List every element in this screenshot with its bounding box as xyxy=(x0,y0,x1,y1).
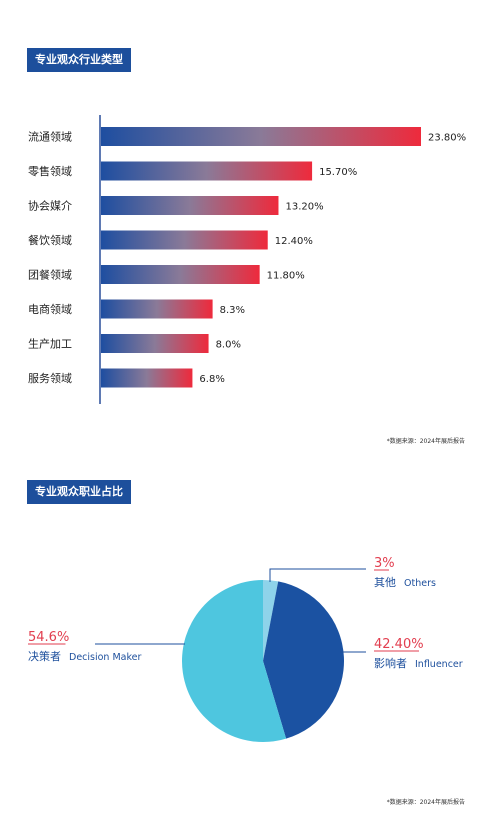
pie-slice xyxy=(182,580,287,742)
industry-section-title: 专业观众行业类型 xyxy=(27,48,131,72)
bar-category-label: 餐饮领域 xyxy=(28,233,72,247)
bar-value-label: 15.70% xyxy=(319,167,357,178)
bar xyxy=(101,265,260,284)
occupation-section-title: 专业观众职业占比 xyxy=(27,480,131,504)
pie-leader-line xyxy=(269,568,366,582)
bar xyxy=(101,127,421,146)
bar xyxy=(101,368,193,388)
bar-category-label: 协会媒介 xyxy=(28,199,72,213)
bar-value-label: 13.20% xyxy=(285,202,323,213)
bar xyxy=(101,334,209,353)
pie-category-label-en: Decision Maker xyxy=(69,652,141,663)
bar-category-label: 电商领域 xyxy=(28,302,72,316)
bar-value-label: 12.40% xyxy=(275,236,313,247)
pie-category-label-en: Others xyxy=(404,578,436,589)
bar-category-label: 流通领域 xyxy=(28,130,72,144)
pie-category-label: 决策者 xyxy=(28,649,61,663)
bar-value-label: 23.80% xyxy=(428,133,466,144)
bar-category-label: 团餐领域 xyxy=(28,268,72,282)
pie-slice xyxy=(263,580,279,661)
bar xyxy=(101,230,268,250)
industry-bar-chart: 流通领域 23.80% 零售领域 15.70% 协会媒介 13.20% 餐饮领域 12.40%… xyxy=(28,115,466,404)
bar-category-label: 零售领域 xyxy=(28,164,72,178)
source-note-occupation: *数据来源：2024年展后报告 xyxy=(386,799,465,806)
pie-percent-label: 54.6% xyxy=(28,630,69,645)
bar xyxy=(101,161,313,181)
pie-percent-label: 42.40% xyxy=(374,637,424,652)
bar-value-label: 6.8% xyxy=(199,374,224,385)
bar xyxy=(101,196,279,215)
bar-category-label: 服务领域 xyxy=(28,372,72,385)
pie-slice xyxy=(263,581,344,739)
pie-percent-label: 3% xyxy=(374,556,395,571)
bar xyxy=(101,299,213,319)
bar-value-label: 8.0% xyxy=(216,340,241,351)
bar-value-label: 11.80% xyxy=(267,271,305,282)
source-note-industry: *数据来源：2024年展后报告 xyxy=(386,438,465,445)
bar-value-label: 8.3% xyxy=(220,305,245,316)
pie-category-label: 影响者 xyxy=(374,657,407,670)
pie-category-label-en: Influencer xyxy=(415,659,463,670)
occupation-pie-chart: 3% 其他 Others 42.40% 影响者 Influencer 54.6% 决策者 Dec… xyxy=(28,556,463,742)
bar-category-label: 生产加工 xyxy=(28,337,72,351)
pie-category-label: 其他 xyxy=(374,576,396,589)
